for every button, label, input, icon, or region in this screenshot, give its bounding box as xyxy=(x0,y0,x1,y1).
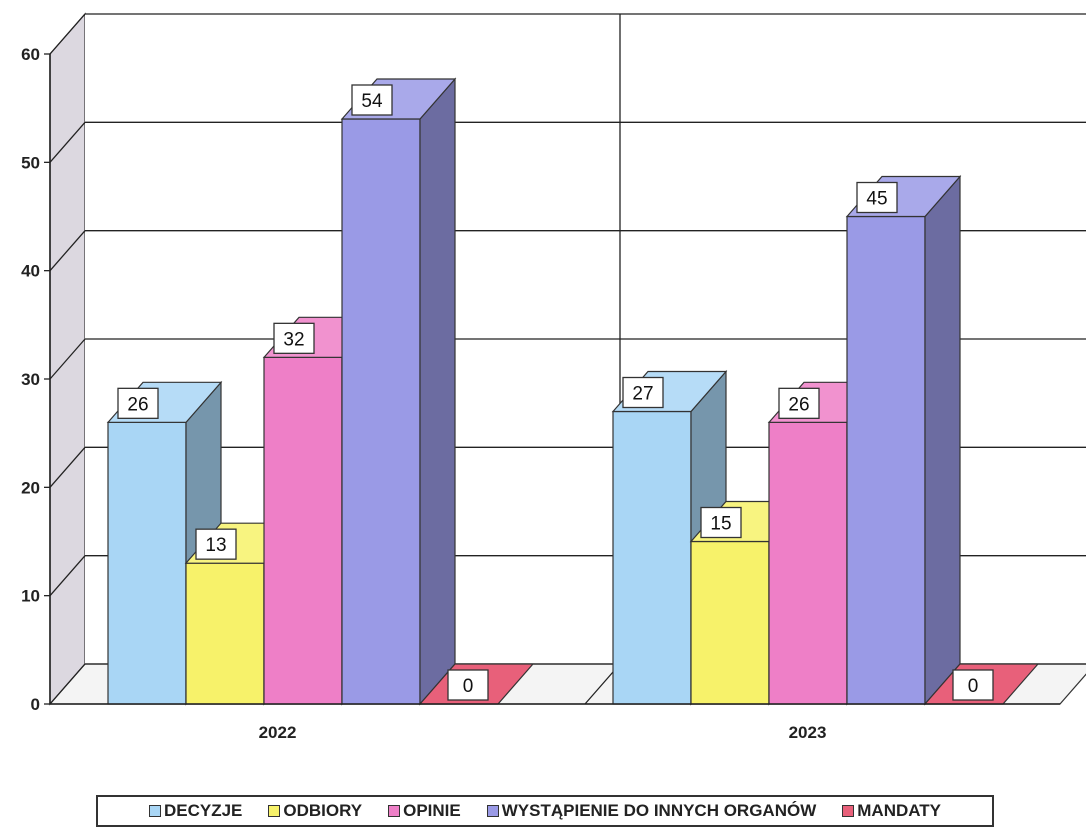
data-label-odbiory-2022: 13 xyxy=(205,535,226,556)
gridline-diagonal xyxy=(49,13,86,55)
data-label-decyzje-2023: 27 xyxy=(632,384,653,405)
y-tick-label: 10 xyxy=(21,587,40,606)
bar-front xyxy=(690,540,770,705)
data-label-box-wystapienie-do-innych-organow-2022 xyxy=(351,84,393,116)
gridline-diagonal xyxy=(49,230,86,272)
bar-wystapienie-do-innych-organow-2022 xyxy=(340,77,457,706)
x-tick-label: 2022 xyxy=(259,723,297,742)
data-label-mandaty-2023: 0 xyxy=(968,676,979,697)
legend-label-opinie: OPINIE xyxy=(403,801,461,820)
bar-front xyxy=(107,421,187,705)
bar-side xyxy=(419,77,456,706)
data-label-mandaty-2022: 0 xyxy=(463,676,474,697)
legend-swatch-mandaty xyxy=(842,805,855,817)
y-tick-label: 50 xyxy=(21,153,40,172)
legend-swatch-odbiory xyxy=(268,805,281,817)
gridline-diagonal xyxy=(49,446,86,488)
data-label-box-mandaty-2022 xyxy=(447,669,489,701)
legend-item-wystapienie: WYSTĄPIENIE DO INNYCH ORGANÓW xyxy=(486,801,817,821)
legend-label-wystapienie: WYSTĄPIENIE DO INNYCH ORGANÓW xyxy=(501,801,817,820)
data-label-box-odbiory-2022 xyxy=(195,528,237,560)
data-labels: 26 13 32 54 0 27 15 26 45 0 xyxy=(117,84,994,701)
bar-front xyxy=(341,118,421,705)
y-tick-label: 60 xyxy=(21,45,40,64)
legend-item-mandaty: MANDATY xyxy=(842,801,941,821)
legend-swatch-opinie xyxy=(388,805,401,817)
data-label-odbiory-2023: 15 xyxy=(710,514,731,535)
data-label-opinie-2023: 26 xyxy=(788,394,809,415)
legend-item-odbiory: ODBIORY xyxy=(268,801,362,821)
axes: 0 10 20 30 40 50 60 2022 2023 xyxy=(21,45,1060,742)
bar-side xyxy=(924,174,961,706)
data-label-wystapienie-do-innych-organow-2022: 54 xyxy=(361,91,383,112)
legend: DECYZJE ODBIORY OPINIE WYSTĄPIENIE DO IN… xyxy=(96,795,994,827)
data-label-opinie-2022: 32 xyxy=(283,329,304,350)
legend-swatch-wystapienie xyxy=(486,805,499,817)
bar-decyzje-2023 xyxy=(611,369,728,706)
bar-wystapienie-do-innych-organow-2023 xyxy=(845,174,962,706)
bar-front xyxy=(185,562,265,705)
data-label-box-wystapienie-do-innych-organow-2023 xyxy=(856,181,898,214)
data-label-box-odbiory-2023 xyxy=(700,506,742,539)
data-label-box-decyzje-2023 xyxy=(622,376,664,409)
gridline-diagonal xyxy=(49,121,86,163)
bar-front xyxy=(768,421,848,705)
legend-item-opinie: OPINIE xyxy=(388,801,461,821)
bar-front xyxy=(846,215,926,705)
data-label-box-mandaty-2023 xyxy=(952,669,994,701)
bar-chart: 0 10 20 30 40 50 60 2022 2023 26 13 32 54 0 27 15 26 45 0 xyxy=(21,12,1086,742)
legend-label-decyzje: DECYZJE xyxy=(163,801,243,820)
y-tick-label: 20 xyxy=(21,478,40,497)
gridline-diagonal xyxy=(49,663,86,705)
data-label-wystapienie-do-innych-organow-2023: 45 xyxy=(866,189,887,210)
bar-front xyxy=(263,356,343,705)
data-label-box-decyzje-2022 xyxy=(117,387,159,419)
y-tick-label: 0 xyxy=(31,695,40,714)
y-tick-label: 40 xyxy=(21,262,40,281)
x-tick-label: 2023 xyxy=(789,723,827,742)
y-tick-label: 30 xyxy=(21,370,40,389)
data-label-decyzje-2022: 26 xyxy=(127,394,148,415)
legend-label-mandaty: MANDATY xyxy=(857,801,941,820)
legend-label-odbiory: ODBIORY xyxy=(283,801,363,820)
legend-item-decyzje: DECYZJE xyxy=(148,801,243,821)
gridline-diagonal xyxy=(49,338,86,380)
bar-front xyxy=(612,410,692,705)
data-label-box-opinie-2023 xyxy=(778,387,820,419)
gridline-diagonal xyxy=(49,555,86,597)
data-label-box-opinie-2022 xyxy=(273,322,315,354)
legend-swatch-decyzje xyxy=(148,805,161,817)
